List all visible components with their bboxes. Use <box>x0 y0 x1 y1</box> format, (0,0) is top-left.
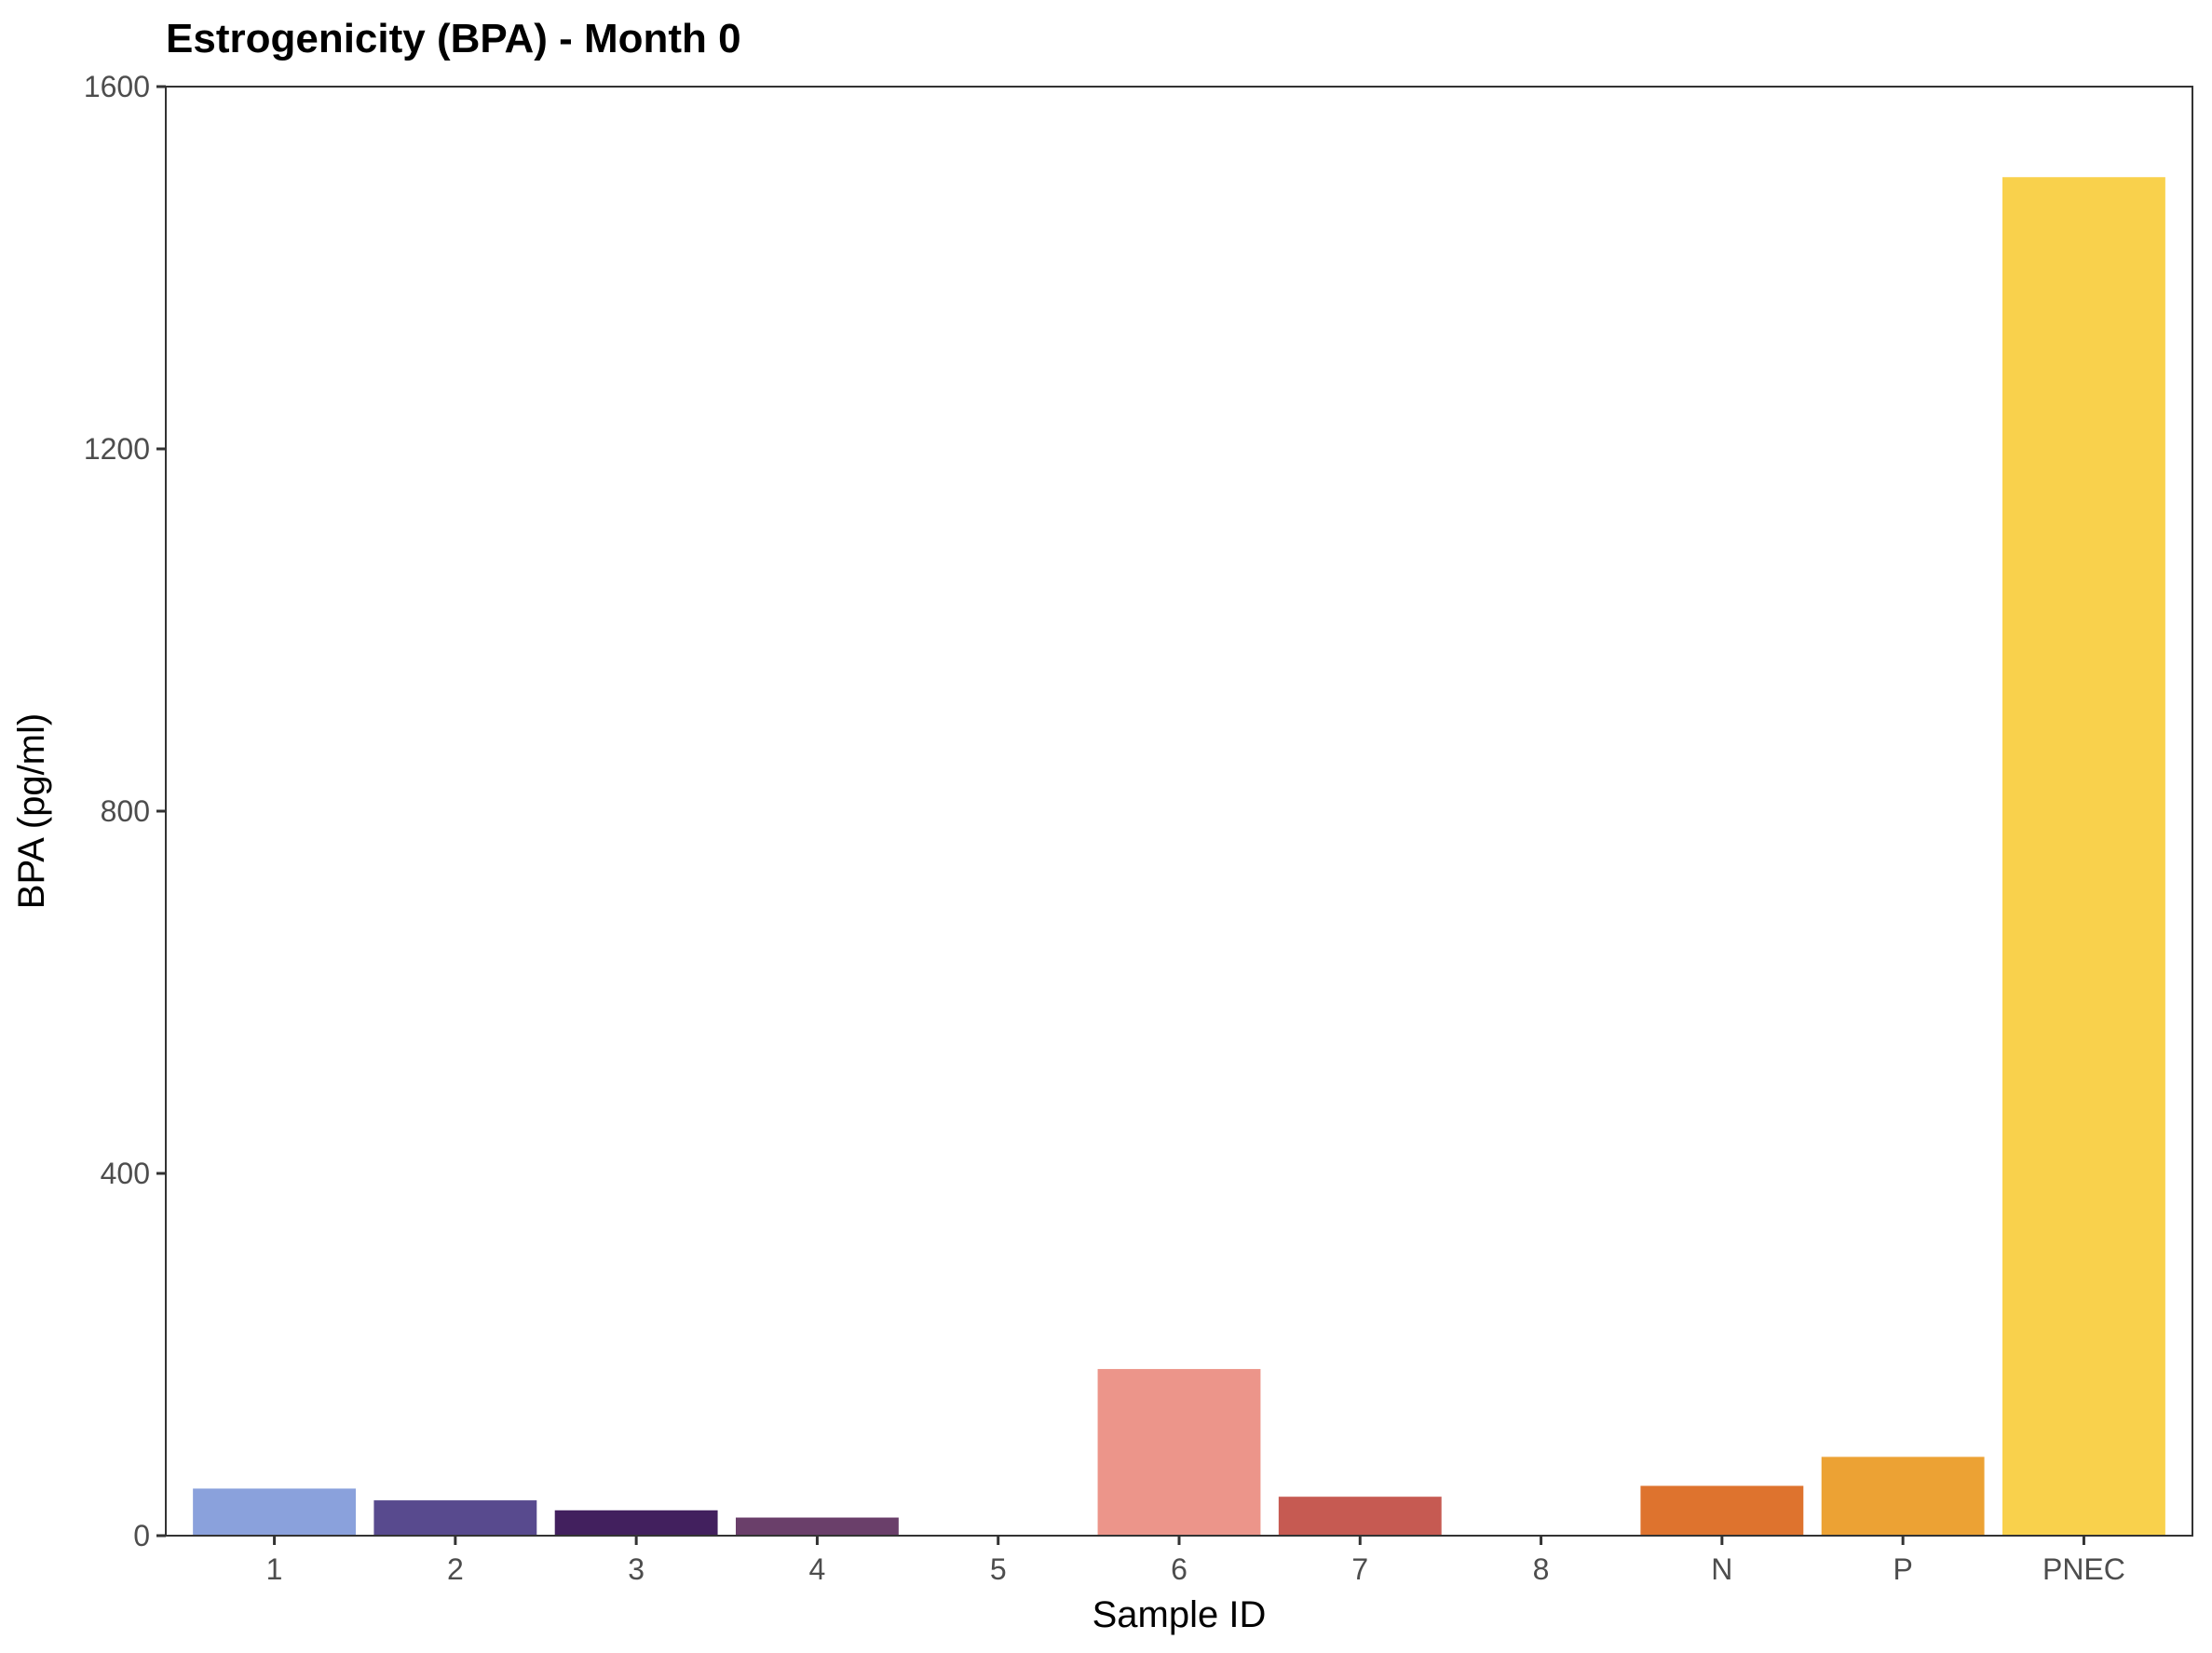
plot-panel-border <box>165 86 2193 1537</box>
x-tick-label: 4 <box>809 1552 826 1586</box>
x-tick-label: 5 <box>990 1552 1007 1586</box>
x-tick-label: P <box>1893 1552 1912 1586</box>
x-tick-label: PNEC <box>2042 1552 2125 1586</box>
bar-6 <box>1097 1369 1261 1536</box>
bar-7 <box>1278 1497 1442 1536</box>
x-tick-label: 1 <box>266 1552 283 1586</box>
x-axis-title: Sample ID <box>1092 1594 1267 1635</box>
y-tick-label: 1200 <box>84 432 150 466</box>
y-tick-label: 1600 <box>84 70 150 103</box>
y-axis-title: BPA (pg/ml) <box>11 713 52 909</box>
chart-title: Estrogenicity (BPA) - Month 0 <box>166 16 741 61</box>
x-tick-label: 3 <box>628 1552 645 1586</box>
bars-group <box>193 177 2165 1536</box>
x-tick-label: 6 <box>1171 1552 1187 1586</box>
y-tick-label: 400 <box>101 1157 150 1190</box>
x-tick-label: 2 <box>447 1552 464 1586</box>
x-axis: 1 2 3 4 5 6 7 8 N P PNEC <box>266 1536 2125 1586</box>
bar-3 <box>554 1510 718 1536</box>
bar-4 <box>736 1517 899 1536</box>
x-tick-label: 8 <box>1533 1552 1550 1586</box>
y-tick-label: 800 <box>101 794 150 828</box>
x-tick-label: N <box>1711 1552 1732 1586</box>
bar-p <box>1821 1457 1985 1536</box>
bar-1 <box>193 1488 356 1536</box>
x-tick-label: 7 <box>1351 1552 1368 1586</box>
bar-pnec <box>2002 177 2165 1536</box>
bar-n <box>1640 1485 1804 1536</box>
bar-2 <box>373 1500 537 1536</box>
y-tick-label: 0 <box>133 1519 150 1552</box>
y-axis: 0 400 800 1200 1600 <box>84 70 166 1552</box>
